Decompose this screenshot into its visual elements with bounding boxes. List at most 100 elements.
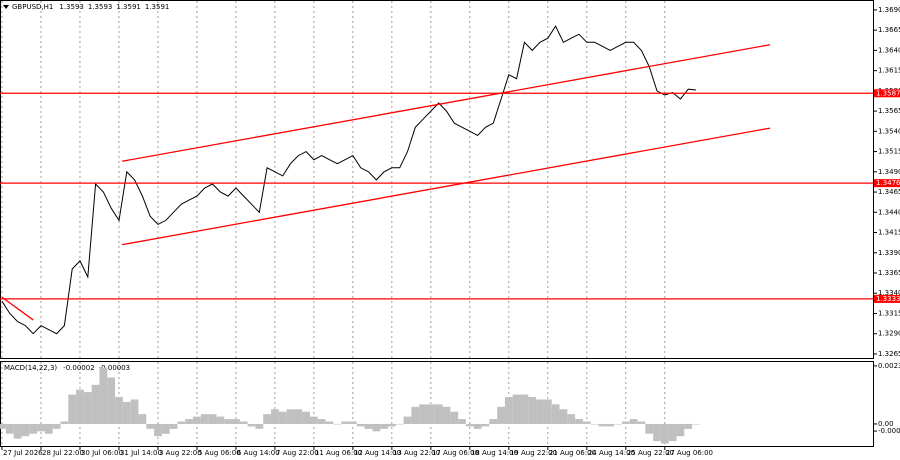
y-tick-label: 1.3465 [878,188,900,196]
x-tick-label: 28 Jul 22:00 [42,449,84,457]
y-tick-label: 1.3515 [878,148,900,156]
price-line [1,25,697,335]
header-value: 1.3593 [59,3,84,11]
macd-bar [29,423,38,434]
x-tick-label: 19 Aug 22:00 [510,449,557,457]
trend-line [121,127,771,246]
level-label: 1.3333 [876,295,900,303]
macd-bar [200,414,209,424]
x-tick-label: 6 Aug 14:00 [237,449,280,457]
x-tick-label: 3 Aug 22:00 [159,449,202,457]
macd-bar [645,423,654,434]
macd-bar [356,423,365,427]
macd-bar [83,392,92,424]
macd-bar [333,423,342,425]
macd-bar [528,397,537,424]
header-value: -0.00003 [99,364,130,372]
macd-bar [653,423,661,442]
x-tick-label: 31 Jul 14:00 [120,449,162,457]
macd-bar [536,399,544,424]
macd-bar [419,404,427,424]
macd-bar [76,389,84,424]
x-tick-label: 24 Aug 14:00 [588,449,635,457]
y-tick-label: 1.3490 [878,168,900,176]
x-tick-label: 17 Aug 06:00 [432,449,479,457]
macd-bar [224,419,233,424]
x-tick-label: 13 Aug 22:00 [393,449,440,457]
level-tag [874,294,900,303]
y-tick-label: 1.3340 [878,289,900,297]
macd-bar [239,421,248,424]
header-value: 1.3591 [116,3,141,11]
macd-bar [559,409,568,424]
header-value: -0.00002 [63,364,94,372]
x-tick-label: 11 Aug 06:00 [315,449,362,457]
macd-bar [193,416,201,424]
macd-bar [473,423,482,429]
y-tick-label: 1.3315 [878,309,900,317]
macd-bar [692,423,700,425]
macd-bar [115,397,123,424]
macd-bar [403,416,412,424]
macd-bar [512,394,521,424]
macd-bar [372,423,381,432]
macd-bar [364,423,373,429]
x-tick-label: 12 Aug 14:00 [354,449,401,457]
macd-bar [551,404,560,424]
macd-bar [606,423,615,427]
macd-bar [465,423,474,427]
macd-bar [341,421,349,424]
macd-bar [130,399,139,424]
macd-bar [614,423,622,425]
macd-bar [99,367,108,424]
level-label: 1.3587 [876,89,900,97]
macd-bar [271,409,279,424]
macd-bar [122,401,131,424]
macd-bar [263,414,272,424]
macd-bar [684,423,693,429]
macd-bar [621,421,630,424]
macd-bar [278,411,287,424]
macd-bar [575,419,583,424]
macd-bar [21,423,30,437]
macd-bar [255,423,264,429]
macd-bar [450,411,459,424]
y-tick-label: 1.3565 [878,107,900,115]
macd-bar [411,406,420,424]
macd-bar [232,419,240,424]
macd-bar [169,423,178,429]
macd-bar [60,421,69,424]
x-tick-label: 5 Aug 06:00 [198,449,241,457]
x-tick-label: 27 Aug 06:00 [666,449,713,457]
macd-bar [208,414,217,424]
macd-bar [567,414,576,424]
x-tick-label: 25 Aug 22:00 [627,449,674,457]
macd-bar [216,416,225,424]
macd-bar [590,423,599,425]
trend-line [121,44,771,162]
macd-bar [380,423,388,429]
x-tick-label: 18 Aug 14:00 [471,449,518,457]
macd-bar [294,409,303,424]
macd-bar [138,414,147,424]
macd-bar [481,423,490,427]
macd-bar [52,423,61,429]
y-tick-label: 1.3540 [878,127,900,135]
y-tick-label: -0.00029 [878,427,900,435]
macd-bar [676,423,685,437]
macd-bar [660,423,669,444]
macd-bar [442,406,451,424]
macd-bar [497,406,505,424]
macd-bar [434,404,443,424]
macd-bar [310,416,318,424]
macd-panel [0,361,874,447]
x-tick-label: 30 Jul 06:00 [81,449,123,457]
y-tick-label: 1.3440 [878,208,900,216]
macd-bar [598,423,607,427]
macd-bar [426,404,435,424]
macd-bar [37,423,45,432]
level-tag [874,89,900,98]
y-tick-label: 1.3640 [878,46,900,54]
y-tick-label: 1.3665 [878,26,900,34]
panel-title: MACD(14,22,3) [4,364,57,372]
